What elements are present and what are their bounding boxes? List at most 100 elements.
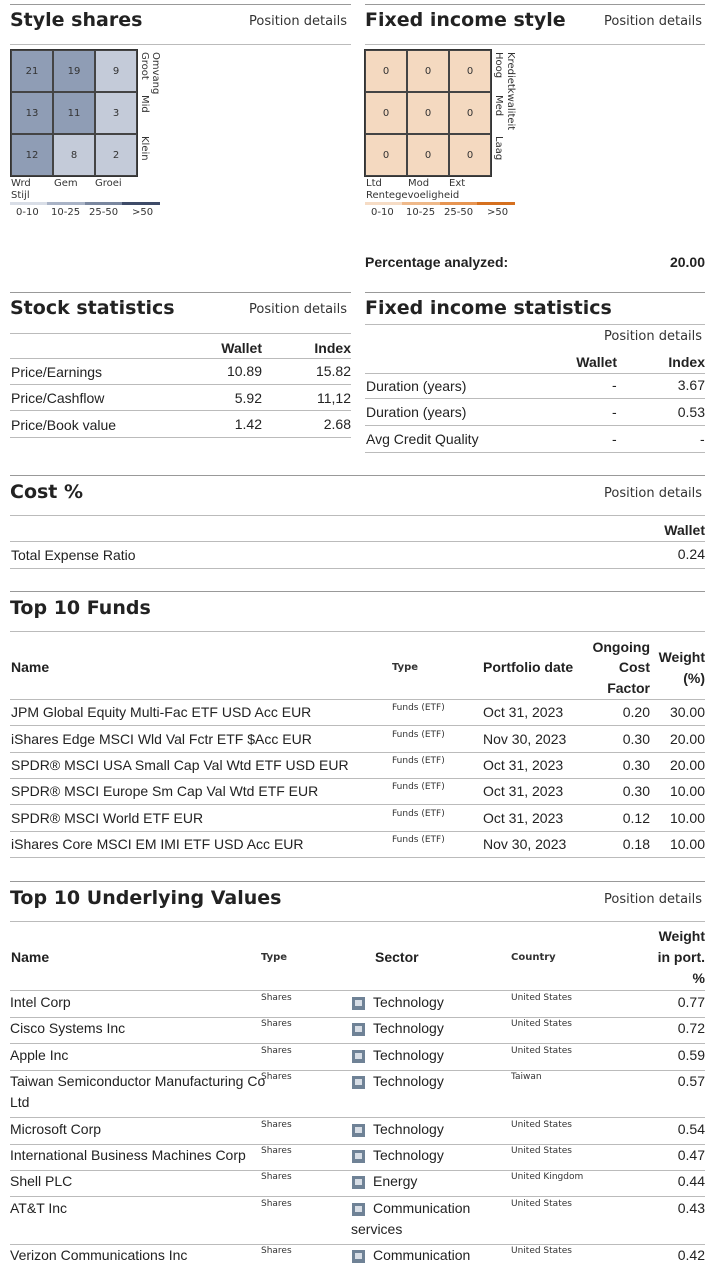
fund-name[interactable]: iShares Edge MSCI Wld Val Fctr ETF $Acc …: [11, 731, 312, 747]
section-divider: [365, 4, 705, 5]
holding-name[interactable]: Intel Corp: [10, 994, 71, 1010]
legend-label: 0-10: [16, 207, 39, 218]
fixed-income-statistics-position-details-link[interactable]: Position details: [604, 329, 703, 344]
section-divider: [10, 4, 351, 5]
legend-swatch: [10, 202, 47, 205]
fund-name[interactable]: iShares Core MSCI EM IMI ETF USD Acc EUR: [11, 836, 304, 852]
holding-type: Shares: [261, 1120, 292, 1130]
fi-row-wallet: -: [612, 431, 617, 447]
holding-sector: Technology: [373, 994, 444, 1010]
legend-swatch: [365, 202, 402, 205]
style-label-value: Wrd: [11, 178, 31, 189]
technology-icon: [352, 1023, 365, 1036]
holding-sector: Communication: [373, 1247, 471, 1263]
holding-weight: 0.72: [677, 1020, 705, 1036]
fixed-income-statistics-title: Fixed income statistics: [365, 297, 612, 319]
technology-icon: [352, 1124, 365, 1137]
holding-country: United States: [511, 1146, 572, 1156]
row-divider: [365, 452, 705, 453]
holding-name[interactable]: International Business Machines Corp: [10, 1147, 246, 1163]
row-divider: [10, 1117, 705, 1118]
section-divider: [10, 881, 705, 882]
legend-swatch: [402, 202, 440, 205]
holding-name-cont: Ltd: [10, 1094, 30, 1110]
cost-position-details-link[interactable]: Position details: [604, 486, 703, 501]
legend-label: 25-50: [444, 207, 474, 218]
holding-name[interactable]: Taiwan Semiconductor Manufacturing Co: [10, 1073, 266, 1089]
holding-type: Shares: [261, 1172, 292, 1182]
technology-icon: [352, 1050, 365, 1063]
fund-type: Funds (ETF): [392, 782, 445, 792]
row-divider: [10, 568, 705, 569]
underlying-position-details-link[interactable]: Position details: [604, 892, 703, 907]
fi-cell: 0: [365, 50, 407, 92]
size-axis-title: Omvang: [150, 52, 161, 95]
fund-type: Funds (ETF): [392, 809, 445, 819]
stock-statistics-position-details-link[interactable]: Position details: [249, 302, 348, 317]
row-divider: [10, 725, 705, 726]
row-divider: [10, 804, 705, 805]
fund-type: Funds (ETF): [392, 756, 445, 766]
credit-label-high: Hoog: [493, 52, 504, 79]
row-divider: [10, 358, 351, 359]
funds-col-cost-2: Cost: [618, 659, 650, 675]
fund-name[interactable]: JPM Global Equity Multi-Fac ETF USD Acc …: [11, 704, 312, 720]
fund-name[interactable]: SPDR® MSCI World ETF EUR: [11, 810, 204, 826]
style-cell: 21: [11, 50, 53, 92]
row-divider: [10, 1244, 705, 1245]
row-divider: [10, 990, 705, 991]
stock-col-wallet: Wallet: [221, 340, 262, 356]
fund-cost: 0.30: [622, 731, 650, 747]
row-divider: [10, 1196, 705, 1197]
fund-weight: 30.00: [669, 704, 705, 720]
holding-type: Shares: [261, 1072, 292, 1082]
fund-name[interactable]: SPDR® MSCI Europe Sm Cap Val Wtd ETF EUR: [11, 783, 319, 799]
holding-sector: Technology: [373, 1121, 444, 1137]
holding-name[interactable]: Cisco Systems Inc: [10, 1020, 126, 1036]
stock-row-index: 15.82: [315, 363, 351, 379]
row-divider: [365, 373, 705, 374]
holding-type: Shares: [261, 1019, 292, 1029]
style-cell: 11: [53, 92, 95, 134]
stock-row-index: 11,12: [317, 390, 351, 406]
holding-weight: 0.47: [677, 1147, 705, 1163]
holding-sector-cont: services: [351, 1221, 403, 1237]
holding-type: Shares: [261, 993, 292, 1003]
style-shares-position-details-link[interactable]: Position details: [249, 14, 348, 29]
fi-row-index: -: [700, 431, 705, 447]
row-divider: [10, 541, 705, 542]
row-divider: [10, 1043, 705, 1044]
title-underline: [365, 324, 705, 325]
fi-cell: 0: [449, 92, 491, 134]
fi-cell: 0: [449, 50, 491, 92]
stock-row-label: Price/Earnings: [11, 364, 103, 380]
holding-name[interactable]: Apple Inc: [10, 1047, 69, 1063]
holding-name[interactable]: Verizon Communications Inc: [10, 1247, 188, 1263]
holding-name[interactable]: Microsoft Corp: [10, 1121, 102, 1137]
fund-date: Oct 31, 2023: [483, 757, 564, 773]
legend-swatch: [477, 202, 515, 205]
fi-row-label: Avg Credit Quality: [366, 431, 479, 447]
fund-cost: 0.30: [622, 783, 650, 799]
fund-weight: 20.00: [669, 731, 705, 747]
fund-weight: 10.00: [669, 783, 705, 799]
holding-name[interactable]: Shell PLC: [10, 1173, 73, 1189]
section-divider: [10, 292, 351, 293]
holding-name[interactable]: AT&T Inc: [10, 1200, 68, 1216]
stock-row-index: 2.68: [323, 416, 351, 432]
stock-row-wallet: 1.42: [234, 416, 262, 432]
style-cell: 19: [53, 50, 95, 92]
style-label-blend: Gem: [54, 178, 78, 189]
fund-name[interactable]: SPDR® MSCI USA Small Cap Val Wtd ETF USD…: [11, 757, 349, 773]
fi-row-index: 3.67: [677, 377, 705, 393]
percentage-analyzed-label: Percentage analyzed:: [365, 254, 509, 270]
fixed-income-position-details-link[interactable]: Position details: [604, 14, 703, 29]
holding-country: United States: [511, 1046, 572, 1056]
funds-col-name: Name: [11, 659, 50, 675]
row-divider: [10, 437, 351, 438]
holding-weight: 0.43: [677, 1200, 705, 1216]
style-shares-matrix: 21 19 9 13 11 3 12 8 2: [10, 49, 138, 177]
title-underline: [10, 921, 705, 922]
holding-type: Shares: [261, 1146, 292, 1156]
holding-country: United States: [511, 993, 572, 1003]
